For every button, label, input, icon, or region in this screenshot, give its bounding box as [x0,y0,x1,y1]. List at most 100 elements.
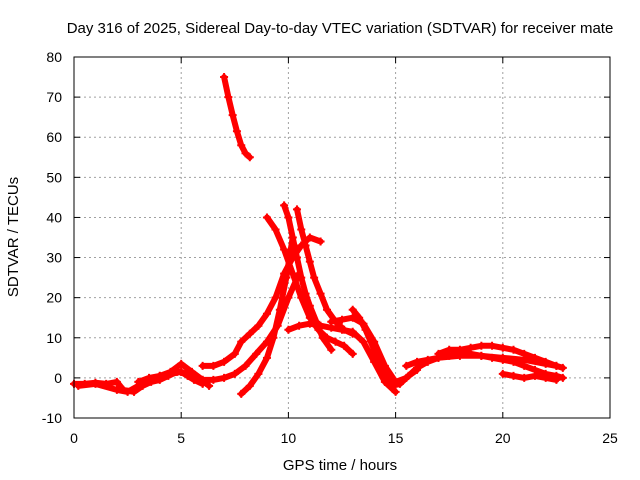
data-point [230,369,239,378]
y-tick-label: 80 [46,49,62,65]
data-point [558,373,567,382]
data-point [402,361,411,370]
data-point [395,379,404,388]
y-tick-label: 70 [46,89,62,105]
data-point [275,305,284,314]
y-axis-label: SDTVAR / TECUs [5,177,22,297]
data-point [541,357,550,366]
data-point [245,153,254,162]
data-point [316,321,325,330]
data-point [145,373,154,382]
data-point [134,377,143,386]
data-point [271,293,280,302]
x-tick-label: 5 [177,430,185,446]
data-point [310,273,319,282]
axis-ticks: 0 5 10 15 20 25 -10 0 10 20 30 40 50 60 70 80 [42,49,618,446]
data-point [305,257,314,266]
data-point [338,315,346,324]
data-point [498,355,507,364]
data-point [348,349,357,358]
data-point [355,313,364,322]
data-point [305,301,314,310]
data-point [316,289,325,298]
data-point [466,343,475,352]
data-point [348,327,357,336]
data-point [220,357,229,366]
data-point [166,369,175,378]
data-point [177,359,186,368]
data-point [413,365,422,374]
x-tick-label: 20 [495,430,511,446]
data-point [271,225,280,234]
data-point [477,341,486,350]
data-point [316,237,325,246]
data-point [331,337,340,346]
data-point [230,349,239,358]
data-point [318,333,327,342]
chart-title: Day 316 of 2025, Sidereal Day-to-day VTE… [67,20,614,37]
data-point [232,127,241,136]
x-tick-label: 0 [70,430,78,446]
plot-frame [73,56,611,419]
data-point [552,375,561,384]
series-line-sat-i [294,206,356,337]
data-point [237,389,246,398]
data-point [295,321,304,330]
data-point [123,387,132,396]
data-point [284,293,293,302]
data-point [155,371,164,380]
data-point [520,361,529,370]
x-tick-label: 25 [602,430,618,446]
data-point [252,349,261,358]
data-point [245,381,254,390]
data-point [280,245,289,254]
data-point [282,273,291,282]
data-point [237,141,246,150]
data-point [509,345,518,354]
data-point [391,387,400,396]
y-tick-label: 40 [46,209,62,225]
data-point [241,149,250,158]
data-point [112,385,121,394]
series-line-sat-h [281,202,335,353]
data-point [284,325,293,334]
data-point [488,341,497,350]
series-line-sat-m [403,350,566,381]
data-point [187,371,196,380]
data-point [245,329,254,338]
data-point [370,345,379,354]
data-point [74,381,83,390]
data-point [112,377,121,386]
data-point [254,321,263,330]
data-point [220,73,229,82]
x-tick-label: 10 [281,430,297,446]
y-tick-label: 50 [46,169,62,185]
data-point [530,353,539,362]
series-group [70,73,567,398]
data-point [297,225,306,234]
data-point [228,111,237,120]
data-point [305,319,314,328]
data-point [262,353,271,362]
series-line-sat-e [221,74,253,161]
data-point [359,337,368,346]
data-point [477,351,486,360]
data-point [262,309,271,318]
data-point [348,305,357,314]
data-point [455,345,464,354]
data-point [237,337,246,346]
x-axis-label: GPS time / hours [283,457,397,474]
data-point [292,253,301,262]
data-point [541,373,550,382]
data-point [509,371,518,380]
data-point [297,273,306,282]
data-point [177,367,186,376]
series-line-sat-f [238,234,296,397]
data-point [520,349,529,358]
data-point [552,361,561,370]
y-tick-label: 30 [46,250,62,266]
data-point [301,289,310,298]
data-point [322,305,331,314]
data-point [269,333,278,342]
